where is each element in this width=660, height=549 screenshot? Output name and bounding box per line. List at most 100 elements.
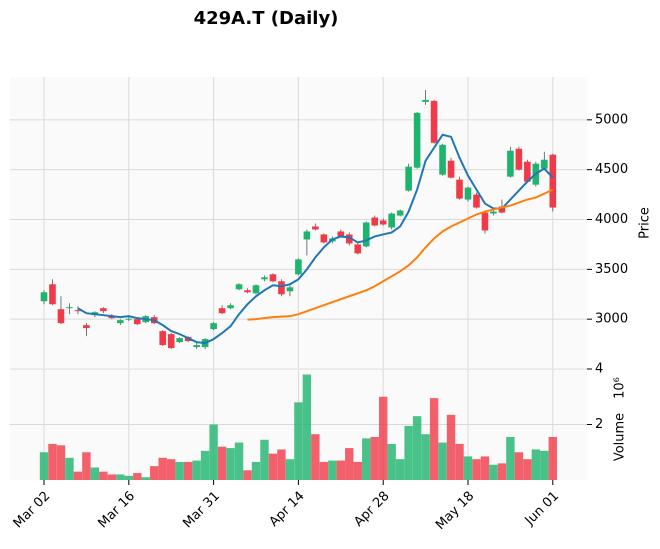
volume-bar [209,424,218,480]
candle-body [422,99,429,102]
volume-bar [319,461,329,480]
volume-bar [217,446,227,480]
volume-bar [285,459,295,480]
volume-bar [421,434,430,480]
moving-average-line [247,188,554,321]
y-tick-label: 4000 [595,212,628,227]
volume-bar [56,445,66,480]
volume-bar [362,438,371,480]
volume-bar [514,452,524,480]
candle-body [524,161,531,182]
volume-bar [294,402,303,480]
volume-bar [489,464,498,480]
candle-body [337,231,345,237]
x-tick-label: Mar 16 [96,489,139,532]
volume-bar [506,436,515,480]
candle-body [473,194,480,208]
volume-bar [404,425,413,480]
volume-bar [48,443,57,480]
volume-bar [251,461,261,480]
volume-bar [472,459,481,480]
volume-bar [311,434,320,480]
candle-body [295,259,302,275]
candle-body [227,305,234,309]
candle-body [117,320,124,324]
candle-body [490,211,497,214]
candle-body [252,285,260,294]
candle-body [100,308,107,312]
candle-body [464,187,472,200]
volume-bar [523,459,532,480]
candle-body [413,112,421,168]
volume-bar [183,461,193,480]
volume-bar [548,436,557,480]
chart-title: 429A.T (Daily) [194,8,339,29]
candle-body [49,284,56,305]
volume-bar [73,471,83,480]
y-axis-label: Price [638,207,653,239]
y-tick-label: 5000 [595,112,628,127]
candle-body [244,290,251,293]
volume-scale: 10⁶ [613,377,628,399]
candle-body [235,284,243,290]
volume-bar [260,439,269,480]
y-tick-label: 3000 [595,312,628,327]
x-tick-label: Apr 28 [351,489,392,530]
candle-body [507,150,514,177]
x-tick-label: Mar 31 [180,489,223,532]
candle-body [541,159,548,169]
volume-bar [379,396,388,480]
volume-label: Volume [613,413,628,461]
x-tick-label: Jun 01 [522,489,562,529]
volume-bar [200,450,210,480]
candle-body [345,234,353,244]
volume-bar [497,463,507,480]
volume-bar [99,471,108,480]
volume-bar [277,449,286,480]
volume-bar [116,474,125,480]
y-tick-label: 4500 [595,162,628,177]
volume-bar [345,448,354,480]
volume-bar [158,457,167,480]
y-tick-label: 3500 [595,262,628,277]
candle-body [354,244,362,254]
candle-body [83,325,90,329]
volume-bar [141,477,150,480]
candle-body [261,277,268,280]
x-tick-label: May 18 [433,489,477,533]
candle-body [278,281,285,295]
volume-bar [429,398,439,480]
candle-body [371,217,379,226]
volume-bar [531,449,541,480]
candle-body [405,166,412,191]
volume-bar [192,460,201,480]
volume-bar [65,457,74,480]
volume-bar [387,443,396,480]
volume-bar [226,448,235,480]
candle-body [303,231,311,240]
volume-bar [438,442,447,480]
volume-bar [446,414,456,480]
candle-body [40,292,48,302]
volume-bar [90,467,100,480]
candle-body [74,310,82,312]
candle-body [125,318,133,320]
candle-body [481,212,489,231]
candle-body [362,222,370,247]
x-tick-label: Apr 14 [267,489,308,530]
volume-tick-label: 2 [595,417,603,432]
moving-average-line [77,133,554,345]
volume-bar [133,473,142,480]
candle-body [388,213,395,228]
candle-body [515,148,523,170]
volume-bar [412,416,422,480]
volume-bar [243,470,252,480]
candle-body [218,308,226,314]
candle-body [210,323,217,330]
candle-body [193,345,200,348]
volume-bar [353,461,362,480]
candle-body [549,154,557,208]
candle-body [176,338,183,343]
candle-body [396,210,404,216]
